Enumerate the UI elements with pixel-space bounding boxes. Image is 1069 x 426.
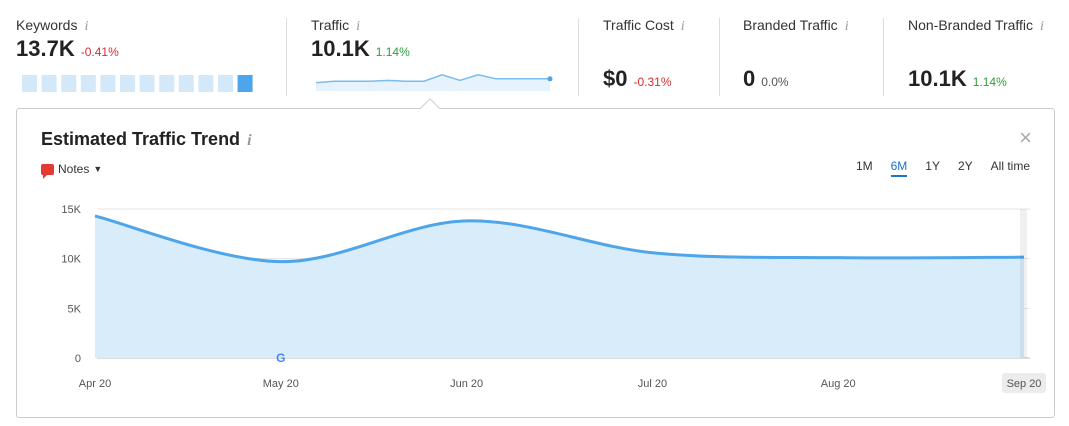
chevron-down-icon: ▼: [93, 164, 103, 174]
traffic-cost-value-row: $0 -0.31%: [603, 66, 672, 92]
traffic-value: 10.1K: [311, 36, 370, 61]
traffic-trend-panel: Estimated Traffic Trend i × Notes ▼ 1M 6M…: [16, 108, 1055, 418]
note-icon: [41, 163, 54, 179]
x-tick-highlight: [1002, 373, 1046, 393]
traffic-delta: 1.14%: [375, 45, 410, 59]
keywords-bar: [198, 75, 214, 92]
keywords-bar: [178, 75, 194, 92]
x-tick-label: Aug 20: [821, 378, 856, 390]
close-icon[interactable]: ×: [1019, 125, 1032, 150]
metric-branded-traffic: Branded Traffic i 0 0.0%: [743, 0, 873, 96]
x-tick-label: Jul 20: [638, 378, 667, 390]
divider: [578, 18, 579, 96]
y-tick-label: 5K: [68, 303, 82, 315]
notes-dropdown[interactable]: Notes ▼: [41, 162, 103, 179]
traffic-trend-chart: 0 5K 10K 15K Apr 20 May 20 Jun 20 Jul 20 Aug 20 S…: [61, 204, 1046, 393]
range-6m[interactable]: 6M: [890, 159, 907, 177]
keywords-label-row: Keywords i: [16, 17, 88, 35]
keywords-bar: [22, 75, 37, 92]
keywords-bar: [80, 75, 96, 92]
traffic-sparkline-endpoint: [547, 76, 553, 82]
hover-column: [1020, 209, 1027, 358]
traffic-value-row: 10.1K 1.14%: [311, 36, 410, 62]
x-tick-label: May 20: [263, 378, 299, 390]
traffic-cost-delta: -0.31%: [633, 75, 672, 89]
branded-value-row: 0 0.0%: [743, 66, 789, 92]
traffic-cost-label-row: Traffic Cost i: [603, 17, 685, 35]
branded-value: 0: [743, 66, 756, 91]
x-tick-label: Apr 20: [79, 378, 111, 390]
info-icon[interactable]: i: [1040, 19, 1044, 34]
y-tick-label: 15K: [61, 204, 81, 216]
traffic-cost-value: $0: [603, 66, 628, 91]
range-selector: 1M 6M 1Y 2Y All time: [838, 159, 1030, 177]
range-all-time[interactable]: All time: [990, 159, 1030, 173]
traffic-label-row: Traffic i: [311, 17, 360, 35]
google-icon[interactable]: G: [276, 351, 285, 365]
keywords-bar: [100, 75, 116, 92]
range-2y[interactable]: 2Y: [957, 159, 973, 173]
traffic-label: Traffic: [311, 17, 350, 33]
divider: [286, 18, 287, 96]
keywords-bar: [120, 75, 135, 92]
traffic-sparkline-area: [316, 74, 550, 91]
keywords-bar: [61, 75, 77, 92]
keywords-value: 13.7K: [16, 36, 75, 61]
x-tick-label: Jun 20: [450, 378, 483, 390]
info-icon[interactable]: i: [84, 19, 89, 34]
keywords-value-row: 13.7K -0.41%: [16, 36, 119, 62]
keywords-label: Keywords: [16, 17, 78, 33]
metric-keywords: Keywords i 13.7K -0.41%: [16, 0, 278, 96]
metric-traffic[interactable]: Traffic i 10.1K 1.14%: [311, 0, 556, 96]
non-branded-value: 10.1K: [908, 66, 967, 91]
keywords-bar: [159, 75, 175, 92]
x-tick-label: Sep 20: [1007, 378, 1042, 390]
info-icon[interactable]: i: [356, 19, 361, 34]
non-branded-label: Non-Branded Traffic: [908, 17, 1034, 33]
non-branded-label-row: Non-Branded Traffic i: [908, 17, 1044, 35]
panel-title: Estimated Traffic Trend i: [41, 129, 252, 150]
range-1m[interactable]: 1M: [855, 159, 873, 173]
traffic-line-sparkline: [315, 74, 553, 91]
series-line: [94, 214, 1025, 264]
traffic-cost-label: Traffic Cost: [603, 17, 674, 33]
branded-delta: 0.0%: [761, 75, 789, 89]
divider: [883, 18, 884, 96]
branded-label: Branded Traffic: [743, 17, 838, 33]
branded-label-row: Branded Traffic i: [743, 17, 849, 35]
non-branded-delta: 1.14%: [972, 75, 1007, 89]
y-tick-label: 0: [75, 353, 81, 365]
panel-title-text: Estimated Traffic Trend: [41, 129, 241, 149]
keywords-bar: [218, 75, 233, 92]
info-icon[interactable]: i: [844, 19, 849, 34]
series-area: [95, 215, 1024, 358]
metric-non-branded-traffic: Non-Branded Traffic i 10.1K 1.14%: [908, 0, 1066, 96]
keywords-bar: [41, 75, 57, 92]
keywords-bar: [139, 75, 155, 92]
keywords-delta: -0.41%: [80, 45, 119, 59]
range-1y[interactable]: 1Y: [925, 159, 940, 173]
notes-label: Notes: [58, 162, 90, 176]
keywords-bar: [237, 75, 253, 92]
non-branded-value-row: 10.1K 1.14%: [908, 66, 1007, 92]
keywords-bar-sparkline: [22, 75, 253, 92]
metric-traffic-cost: Traffic Cost i $0 -0.31%: [603, 0, 713, 96]
traffic-sparkline-line: [315, 74, 550, 84]
info-icon[interactable]: i: [247, 132, 252, 149]
y-tick-label: 10K: [61, 254, 81, 266]
divider: [719, 18, 720, 96]
info-icon[interactable]: i: [680, 19, 685, 34]
